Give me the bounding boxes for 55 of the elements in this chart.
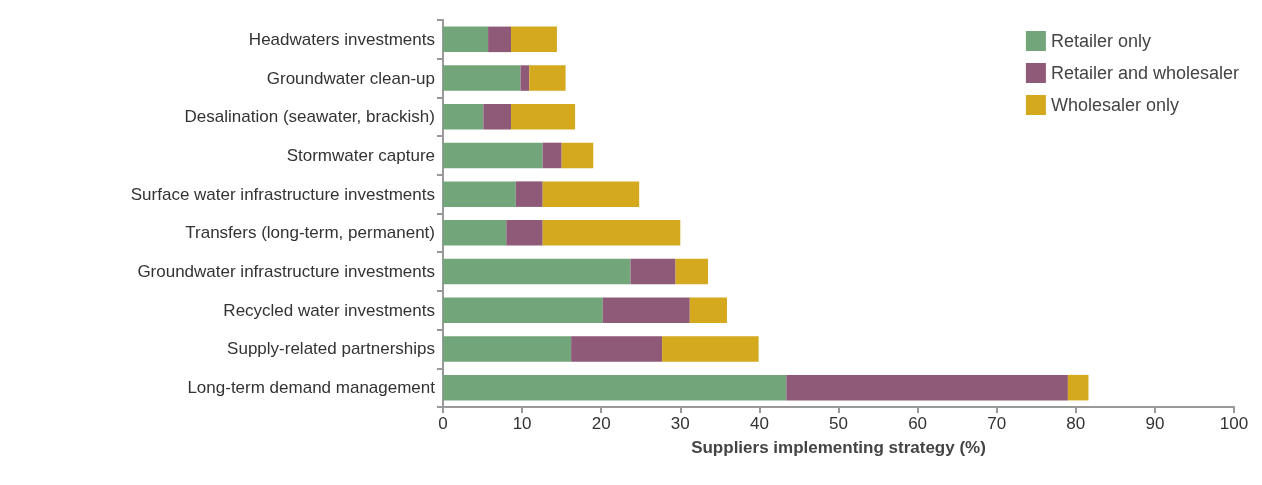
x-tick-label: 10 bbox=[512, 414, 532, 433]
bar bbox=[443, 103, 484, 130]
bar bbox=[443, 65, 521, 91]
x-tick-label: 30 bbox=[670, 414, 690, 433]
bar bbox=[675, 258, 708, 285]
bar bbox=[443, 181, 516, 207]
bar bbox=[443, 374, 787, 401]
x-tick-label: 80 bbox=[1066, 414, 1086, 433]
bar bbox=[602, 297, 690, 324]
legend-label: Retailer and wholesaler bbox=[1050, 63, 1240, 83]
bar bbox=[542, 181, 640, 207]
bar bbox=[786, 374, 1068, 401]
bar bbox=[443, 297, 603, 324]
bar bbox=[511, 26, 557, 53]
bar bbox=[689, 297, 727, 324]
x-tick-label: 50 bbox=[829, 414, 848, 433]
y-tick-label: Long-term demand management bbox=[187, 378, 436, 398]
bar bbox=[488, 26, 512, 53]
x-axis-title: Suppliers implementing strategy (%) bbox=[691, 438, 986, 457]
x-tick-label: 20 bbox=[591, 414, 611, 433]
y-tick-label: Recycled water investments bbox=[223, 300, 435, 320]
y-tick-label: Stormwater capture bbox=[286, 145, 435, 165]
x-tick-label: 70 bbox=[987, 414, 1007, 433]
y-tick-label: Headwaters investments bbox=[248, 29, 435, 49]
bar bbox=[511, 103, 576, 130]
y-tick-label: Groundwater infrastructure investments bbox=[137, 262, 435, 282]
bar bbox=[630, 258, 676, 285]
bar bbox=[571, 336, 663, 362]
y-tick-label: Transfers (long-term, permanent) bbox=[185, 223, 435, 243]
y-tick-label: Groundwater clean-up bbox=[266, 68, 435, 88]
x-tick-label: 40 bbox=[749, 414, 769, 433]
bar bbox=[443, 258, 631, 285]
bar bbox=[542, 220, 681, 246]
bar bbox=[443, 26, 489, 53]
bar bbox=[1067, 374, 1089, 401]
bar bbox=[561, 142, 594, 169]
x-tick-label: 0 bbox=[438, 414, 448, 433]
x-tick-label: 100 bbox=[1219, 414, 1249, 433]
y-tick-label: Surface water infrastructure investments bbox=[130, 184, 435, 204]
bar bbox=[529, 65, 566, 91]
bar bbox=[506, 220, 543, 246]
y-tick-label: Desalination (seawater, brackish) bbox=[184, 107, 435, 127]
bar bbox=[443, 220, 507, 246]
y-tick-label: Supply-related partnerships bbox=[227, 339, 435, 359]
bar bbox=[515, 181, 543, 207]
bar bbox=[662, 336, 759, 362]
bar bbox=[483, 103, 512, 130]
x-tick-label: 60 bbox=[908, 414, 928, 433]
bar bbox=[542, 142, 562, 169]
bar bbox=[443, 336, 572, 362]
x-tick-label: 90 bbox=[1145, 414, 1165, 433]
legend-label: Retailer only bbox=[1050, 31, 1151, 51]
bar bbox=[443, 142, 543, 169]
legend-label: Wholesaler only bbox=[1050, 95, 1179, 115]
bar bbox=[520, 65, 530, 91]
